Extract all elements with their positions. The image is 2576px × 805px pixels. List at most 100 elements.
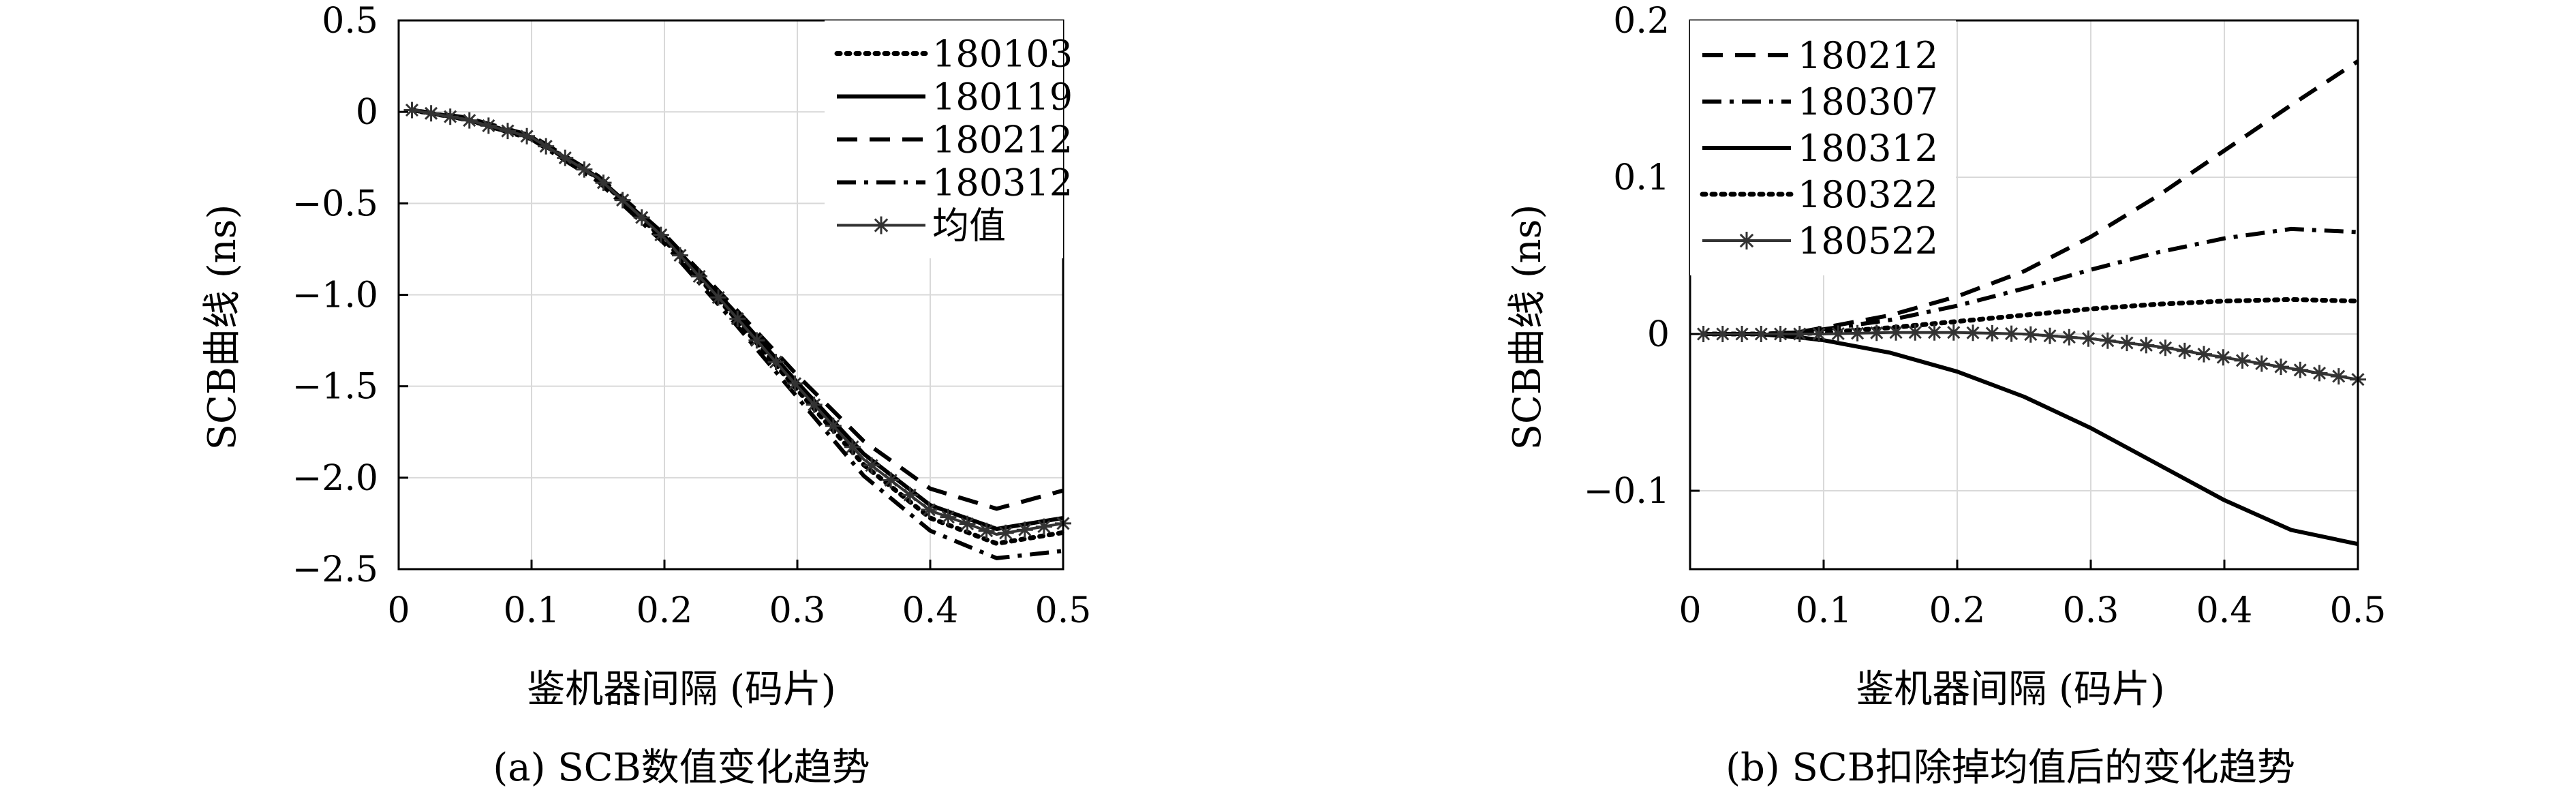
x-tick-label: 0.3 [769, 590, 826, 631]
x-tick-label: 0.4 [2196, 590, 2253, 631]
legend-label-均值: 均值 [932, 204, 1006, 247]
series-marker-180522 [1753, 326, 1770, 342]
legend-label-180522: 180522 [1798, 219, 1938, 262]
series-marker-180522 [1926, 324, 1943, 341]
series-marker-180522 [2157, 339, 2174, 356]
chart-a-y-ticks: 0.5 0 −0.5 −1.0 −1.5 −2.0 −2.5 [292, 1, 408, 590]
legend-label-180103: 180103 [932, 33, 1073, 76]
series-marker-均值 [1035, 518, 1052, 535]
legend-marker-180522 [1738, 232, 1755, 249]
series-marker-180522 [2330, 368, 2347, 385]
x-tick-label: 0.1 [504, 590, 560, 631]
legend-label-180312: 180312 [932, 162, 1073, 204]
x-tick-label: 0.2 [637, 590, 693, 631]
series-marker-均值 [902, 487, 919, 504]
x-tick-label: 0.1 [1796, 590, 1852, 631]
series-marker-180522 [2311, 365, 2328, 382]
series-marker-180522 [1714, 326, 1731, 342]
chart-a-lines [403, 102, 1071, 560]
legend-label-180119: 180119 [932, 76, 1073, 119]
x-tick-label: 0.4 [902, 590, 959, 631]
series-marker-180522 [1984, 324, 2001, 341]
series-marker-均值 [423, 105, 440, 122]
series-marker-均值 [614, 192, 631, 209]
series-marker-180522 [2042, 327, 2058, 344]
series-marker-180522 [1888, 324, 1905, 341]
series-marker-均值 [710, 289, 727, 306]
legend-label-180322: 180322 [1798, 173, 1938, 216]
series-marker-180522 [1945, 324, 1962, 341]
series-marker-180522 [1830, 325, 1847, 342]
series-marker-均值 [595, 174, 612, 192]
series-marker-均值 [500, 123, 516, 140]
x-tick-label: 0.5 [2330, 590, 2387, 631]
series-marker-均值 [959, 515, 976, 532]
series-marker-均值 [442, 108, 459, 125]
series-marker-均值 [844, 438, 861, 455]
x-tick-label: 0.5 [1035, 590, 1092, 631]
series-marker-180522 [1965, 324, 1982, 341]
series-marker-均值 [538, 138, 555, 155]
series-marker-均值 [671, 247, 688, 264]
chart-b: 0 0.1 0.2 0.3 0.4 0.5 0.2 0.1 0 −0.1 18021218030… [1505, 1, 2386, 790]
x-tick-label: 0.2 [1929, 590, 1986, 631]
series-marker-180522 [2099, 332, 2116, 349]
y-tick-label: 0.5 [322, 1, 378, 42]
series-marker-均值 [652, 226, 669, 243]
series-marker-180522 [2215, 349, 2232, 366]
legend-label-180312: 180312 [1798, 127, 1938, 170]
y-tick-label: −1.5 [292, 367, 378, 408]
chart-a-y-axis-title: SCB曲线 (ns) [200, 204, 245, 451]
y-tick-label: −1.0 [292, 275, 378, 316]
legend-marker-均值 [872, 216, 890, 234]
series-marker-均值 [825, 417, 842, 434]
chart-a-x-axis-title: 鉴机器间隔 (码片) [527, 667, 836, 712]
series-marker-均值 [883, 472, 900, 489]
series-marker-均值 [940, 508, 957, 526]
series-marker-180522 [1734, 326, 1751, 342]
series-marker-均值 [863, 457, 880, 474]
series-marker-均值 [519, 127, 536, 145]
series-marker-180522 [1907, 324, 1924, 341]
series-marker-180522 [1695, 326, 1712, 342]
series-marker-180522 [2196, 346, 2212, 363]
y-tick-label: 0.1 [1613, 157, 1670, 198]
y-tick-label: 0.2 [1613, 1, 1670, 42]
series-marker-180522 [2119, 335, 2135, 352]
series-marker-均值 [1016, 521, 1033, 538]
series-marker-180522 [2253, 355, 2270, 372]
chart-a-grid [399, 20, 1063, 569]
chart-b-grid [1690, 20, 2358, 569]
chart-b-frame [1689, 19, 2359, 571]
legend-box [825, 20, 1063, 258]
series-marker-均值 [806, 396, 823, 413]
series-marker-180522 [1811, 326, 1828, 342]
series-marker-180522 [1868, 324, 1885, 341]
series-marker-均值 [748, 332, 765, 349]
series-marker-均值 [633, 209, 650, 226]
series-marker-180522 [1791, 326, 1808, 342]
chart-b-y-ticks: 0.2 0.1 0 −0.1 [1584, 1, 1700, 512]
series-marker-180522 [2061, 329, 2078, 346]
y-tick-label: −2.5 [292, 549, 378, 590]
x-tick-label: 0 [1678, 590, 1701, 631]
chart-a-x-ticks: 0 0.1 0.2 0.3 0.4 0.5 [387, 560, 1091, 631]
x-tick-label: 0 [387, 590, 410, 631]
series-marker-均值 [767, 354, 784, 371]
y-tick-label: −0.5 [292, 183, 378, 224]
series-marker-均值 [729, 310, 746, 327]
series-marker-180522 [2292, 361, 2309, 378]
series-marker-180522 [2003, 325, 2020, 342]
y-tick-label: 0 [1647, 314, 1670, 355]
series-marker-180522 [2080, 330, 2097, 347]
series-marker-均值 [997, 524, 1014, 541]
x-tick-label: 0.3 [2063, 590, 2119, 631]
series-marker-均值 [786, 375, 803, 392]
y-tick-label: 0 [356, 92, 378, 133]
series-marker-均值 [978, 522, 995, 539]
series-marker-均值 [403, 102, 420, 119]
chart-b-x-axis-title: 鉴机器间隔 (码片) [1856, 667, 2165, 712]
